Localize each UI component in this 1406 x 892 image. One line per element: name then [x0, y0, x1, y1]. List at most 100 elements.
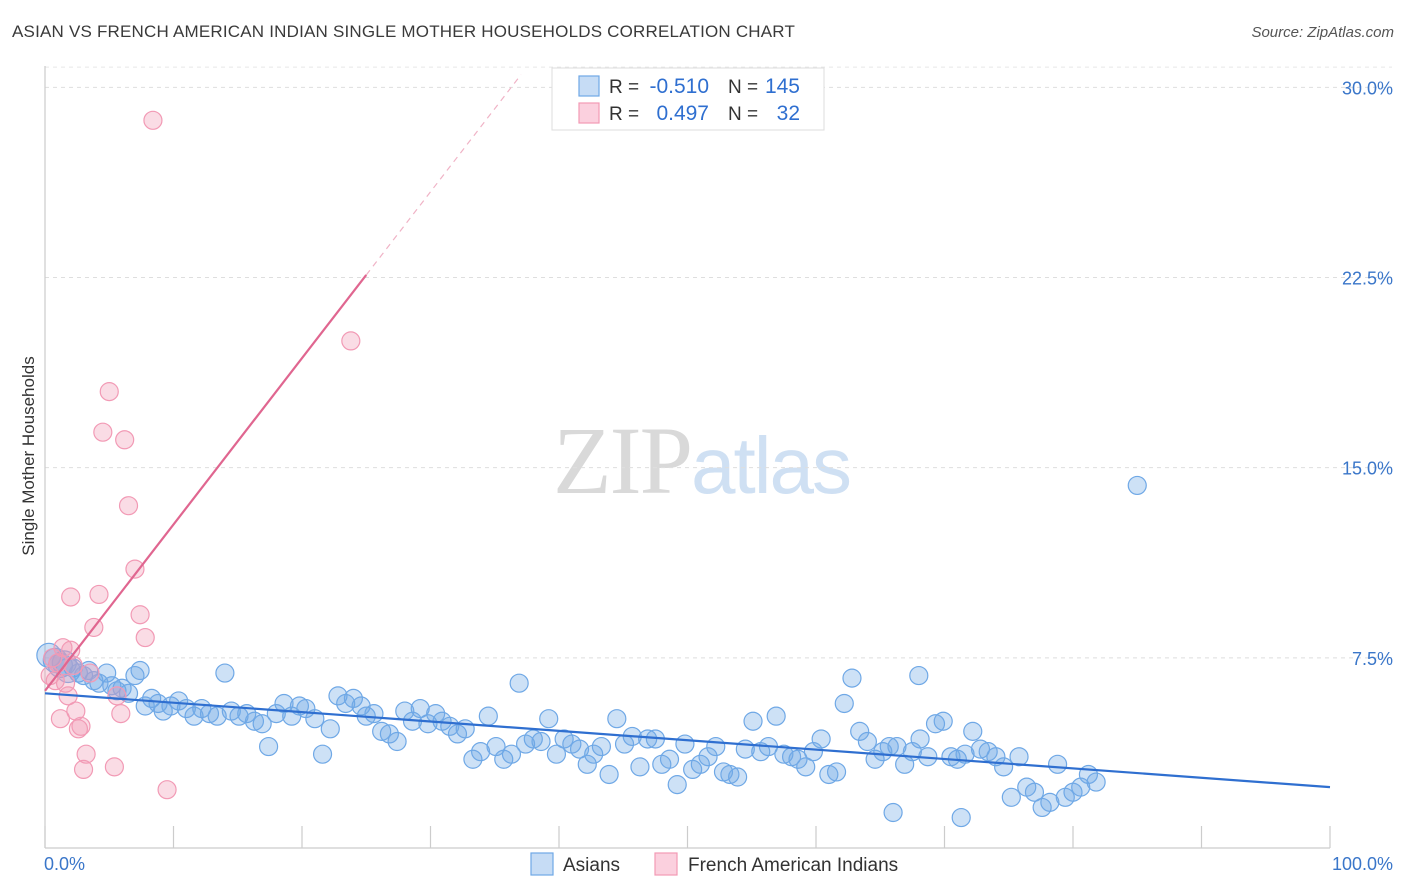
french-american-indian-point: [68, 719, 89, 739]
french-american-indian-point: [76, 744, 96, 764]
asian-point: [1024, 782, 1045, 802]
series-legend-french-swatch: [654, 852, 678, 876]
asian-point: [951, 807, 971, 828]
asian-point: [531, 731, 551, 752]
asian-point: [410, 698, 430, 719]
french-american-indian-point: [104, 757, 124, 777]
asian-point: [811, 729, 831, 749]
asian-point: [244, 711, 265, 731]
asian-point: [698, 747, 718, 767]
asian-point: [766, 706, 786, 726]
asian-point: [720, 764, 740, 785]
french-american-indian-point: [63, 655, 83, 676]
french-american-indian-point: [111, 704, 131, 724]
series-legend: Asians French American Indians: [530, 852, 898, 876]
french-american-indian-point: [53, 638, 73, 658]
french-american-indian-point: [115, 430, 135, 450]
asian-point: [970, 739, 991, 759]
asian-point: [252, 714, 272, 734]
asian-point: [659, 749, 680, 769]
asian-point: [539, 709, 559, 729]
asian-point: [630, 757, 650, 777]
asian-point: [372, 721, 392, 741]
asian-point: [728, 767, 748, 787]
legend-pink-swatch: [578, 102, 600, 124]
asian-point: [1009, 747, 1029, 767]
axes: [44, 66, 1331, 849]
grid: [45, 66, 1392, 659]
asian-point: [584, 744, 604, 764]
asian-point: [328, 686, 348, 706]
asian-point: [1047, 754, 1068, 774]
legend-r-value-2: 0.497: [656, 102, 709, 125]
data-points: [36, 110, 1147, 828]
y-tick-label: 15.0%: [1342, 459, 1393, 479]
asian-point: [857, 731, 878, 752]
asian-point: [509, 673, 529, 693]
asians-trend-line: [44, 692, 1331, 789]
asian-point: [320, 719, 340, 739]
asian-point: [569, 739, 590, 759]
asian-point: [933, 711, 953, 731]
french-american-indian-point: [55, 673, 76, 693]
asian-point: [591, 736, 612, 757]
asian-point: [169, 691, 189, 711]
french-american-indian-point: [93, 422, 113, 442]
asian-point: [925, 714, 946, 734]
series-legend-french-label: French American Indians: [688, 855, 898, 876]
legend-blue-swatch: [578, 75, 600, 97]
asian-point: [1086, 772, 1106, 792]
asian-point: [963, 721, 983, 741]
asian-point: [364, 704, 384, 724]
asian-point: [743, 711, 763, 731]
asian-point: [463, 749, 483, 769]
series-legend-asians-label: Asians: [563, 855, 620, 876]
asian-point: [207, 706, 227, 726]
asian-point: [873, 742, 893, 762]
asian-point: [379, 724, 399, 744]
asian-point: [986, 747, 1006, 767]
asian-point: [994, 757, 1014, 777]
french-american-indian-point: [130, 605, 150, 625]
asian-point: [819, 764, 839, 785]
asian-point: [834, 693, 854, 714]
y-tick-label: 30.0%: [1342, 78, 1393, 98]
asian-point: [478, 706, 498, 726]
french-american-indian-point: [61, 587, 81, 607]
asian-point: [883, 802, 903, 823]
french-american-indian-point: [157, 780, 177, 800]
asian-point: [97, 663, 117, 683]
asian-point: [215, 663, 235, 683]
trend-lines: [44, 74, 1331, 789]
asian-point: [546, 744, 567, 764]
asian-point: [842, 668, 862, 688]
legend-n-label-2: N =: [728, 104, 758, 125]
y-axis-label: Single Mother Households: [19, 356, 38, 555]
asian-point: [607, 709, 627, 729]
asian-point: [1001, 787, 1021, 807]
asian-point: [577, 754, 597, 774]
asian-point: [418, 714, 438, 734]
asian-point: [910, 729, 930, 749]
asian-point: [312, 744, 333, 764]
asian-point: [184, 706, 204, 726]
asian-point: [387, 731, 407, 752]
series-legend-asians-swatch: [530, 852, 554, 876]
legend-n-label-1: N =: [728, 77, 758, 98]
asian-point: [675, 734, 695, 754]
y-tick-label: 7.5%: [1352, 649, 1393, 669]
french-american-indian-point: [125, 559, 145, 579]
chart-source: Source: ZipAtlas.com: [1251, 24, 1394, 41]
french-american-indian-point: [143, 110, 163, 130]
asian-point: [796, 757, 816, 777]
x-tick-label: 0.0%: [44, 854, 85, 874]
french-american-indian-point: [89, 584, 109, 605]
stats-legend: R = -0.510 N = 145 R = 0.497 N = 32: [551, 67, 825, 131]
asian-point: [788, 749, 808, 769]
tick-labels: 7.5% 15.0% 22.5% 30.0% 0.0% 100.0%: [44, 78, 1393, 874]
legend-r-label-1: R =: [609, 77, 639, 98]
legend-r-label-2: R =: [609, 104, 639, 125]
legend-r-value-1: -0.510: [649, 75, 709, 98]
french-american-indian-point: [107, 686, 127, 706]
asian-point: [909, 665, 929, 686]
